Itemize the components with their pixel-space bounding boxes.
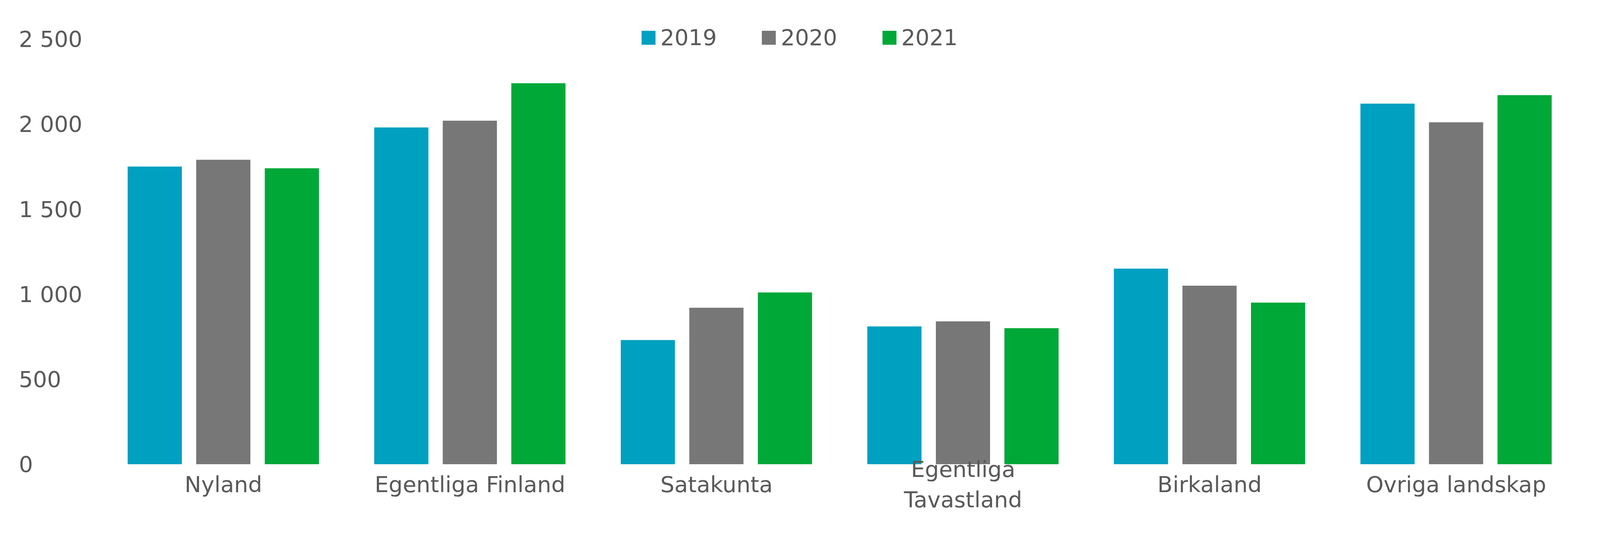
svg-text:500: 500 [18,366,62,393]
svg-text:0: 0 [18,451,33,478]
svg-text:2 500: 2 500 [18,26,83,53]
svg-text:2 000: 2 000 [18,111,83,138]
svg-text:1 500: 1 500 [18,196,83,223]
svg-text:1 000: 1 000 [18,281,83,308]
svg-text:Nyland: Nyland [184,471,263,498]
svg-text:Satakunta: Satakunta [660,471,773,498]
svg-text:Ovriga landskap: Ovriga landskap [1366,471,1547,498]
svg-text:Birkaland: Birkaland [1157,471,1262,498]
html-text:2021: 2021 [901,24,958,51]
svg-text:Egentliga Finland: Egentliga Finland [374,471,566,498]
html-text:2019: 2019 [660,24,717,51]
html-text:2020: 2020 [780,24,838,51]
svg-text:EgentligaTavastland: EgentligaTavastland [903,456,1023,513]
